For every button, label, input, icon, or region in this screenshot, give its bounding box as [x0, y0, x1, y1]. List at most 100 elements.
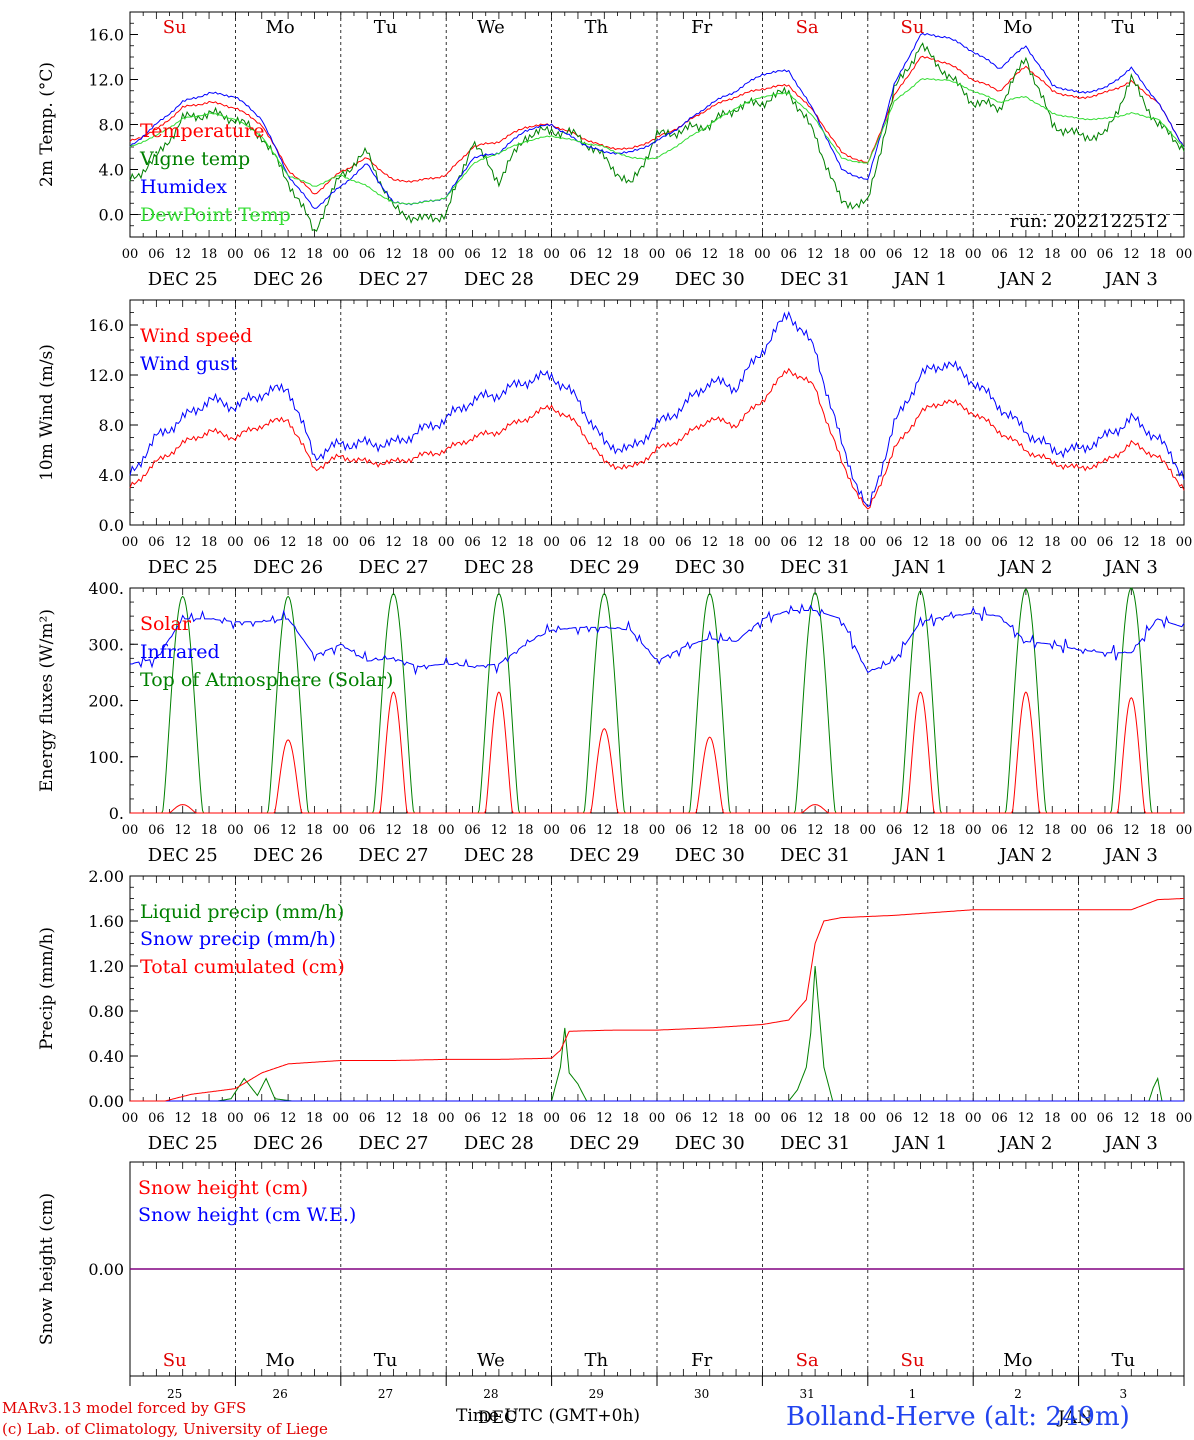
- date-label: DEC 25: [148, 269, 218, 290]
- hour-label: 00: [649, 823, 666, 838]
- hour-label: 00: [543, 823, 560, 838]
- panel-4: 0.00 0.40 0.80 1.20 1.60 2.00 Precip (mm/h) 00 0…: [37, 867, 1192, 1154]
- hour-label: 12: [701, 247, 718, 262]
- y-tick-label: 4.0: [99, 466, 124, 485]
- date-label: DEC 31: [780, 845, 850, 866]
- date-label: DEC 27: [359, 1133, 429, 1154]
- hour-label: 18: [412, 535, 429, 550]
- hour-label: 12: [491, 1111, 508, 1126]
- day-name: Th: [584, 17, 608, 38]
- date-label: JAN 2: [997, 845, 1052, 866]
- date-label: DEC 29: [569, 269, 639, 290]
- hour-label: 06: [1097, 1111, 1114, 1126]
- hour-label: 00: [227, 535, 244, 550]
- legend-entry: Total cumulated (cm): [140, 956, 345, 978]
- date-label: DEC 28: [464, 845, 534, 866]
- station-name: Bolland-Herve (alt: 249m): [786, 1402, 1130, 1432]
- date-label: DEC 25: [148, 1133, 218, 1154]
- hour-label: 06: [464, 823, 481, 838]
- series-line: [129, 603, 1185, 676]
- hour-label: 06: [570, 1111, 587, 1126]
- series-line: [129, 310, 1185, 508]
- hour-label: 12: [491, 823, 508, 838]
- hour-label: 06: [886, 247, 903, 262]
- plot-frame: [129, 587, 1185, 814]
- hour-label: 06: [886, 535, 903, 550]
- y-tick-label: 8.0: [99, 116, 124, 135]
- y-tick-label: 0.: [109, 804, 124, 823]
- legend-entry: Snow height (cm): [138, 1177, 308, 1199]
- hour-label: 00: [543, 247, 560, 262]
- hour-label: 06: [570, 247, 587, 262]
- day-name: Sa: [796, 1350, 819, 1371]
- y-tick-label: 12.0: [88, 71, 124, 90]
- hour-label: 18: [622, 535, 639, 550]
- hour-label: 06: [780, 247, 797, 262]
- hour-label: 12: [1123, 823, 1140, 838]
- hour-label: 06: [780, 823, 797, 838]
- series-line: [130, 587, 1184, 814]
- hour-label: 06: [991, 1111, 1008, 1126]
- date-label: DEC 28: [464, 1133, 534, 1154]
- day-name: Su: [163, 1350, 187, 1371]
- hour-label: 06: [675, 1111, 692, 1126]
- hour-label: 00: [1176, 1111, 1193, 1126]
- hour-label: 18: [201, 247, 218, 262]
- y-tick-label: 16.0: [88, 26, 124, 45]
- hour-label: 06: [886, 823, 903, 838]
- hour-label: 18: [939, 535, 956, 550]
- hour-label: 18: [833, 247, 850, 262]
- hour-label: 18: [517, 823, 534, 838]
- hour-label: 06: [886, 1111, 903, 1126]
- hour-label: 06: [359, 823, 376, 838]
- day-number: 2: [1014, 1387, 1022, 1401]
- legend-entry: Infrared: [140, 641, 220, 663]
- hour-label: 18: [412, 823, 429, 838]
- hour-label: 00: [543, 1111, 560, 1126]
- hour-label: 12: [596, 247, 613, 262]
- hour-label: 06: [780, 535, 797, 550]
- model-credit-line1: MARv3.13 model forced by GFS: [2, 1399, 247, 1417]
- hour-label: 00: [438, 247, 455, 262]
- hour-label: 18: [201, 823, 218, 838]
- date-label: JAN 2: [997, 557, 1052, 578]
- hour-label: 00: [1176, 247, 1193, 262]
- hour-label: 12: [596, 535, 613, 550]
- hour-label: 12: [491, 535, 508, 550]
- date-label: DEC 27: [359, 845, 429, 866]
- y-tick-label: 200.: [88, 692, 124, 711]
- hour-label: 18: [1149, 1111, 1166, 1126]
- day-number: 25: [167, 1387, 182, 1401]
- day-name: We: [477, 17, 505, 38]
- hour-label: 00: [860, 247, 877, 262]
- hour-label: 06: [570, 823, 587, 838]
- hour-label: 18: [201, 1111, 218, 1126]
- y-tick-label: 0.0: [99, 516, 124, 535]
- series-line: [129, 367, 1185, 510]
- legend-entry: Wind gust: [140, 353, 238, 375]
- hour-label: 00: [227, 823, 244, 838]
- date-label: DEC 30: [675, 1133, 745, 1154]
- hour-label: 18: [412, 247, 429, 262]
- day-name: Su: [901, 17, 925, 38]
- y-tick-label: 1.60: [88, 912, 124, 931]
- y-tick-label: 0.00: [88, 1260, 124, 1279]
- legend-entry: Snow precip (mm/h): [140, 928, 336, 950]
- y-tick-label: 8.0: [99, 416, 124, 435]
- hour-label: 18: [833, 1111, 850, 1126]
- hour-label: 12: [280, 1111, 297, 1126]
- day-number: 30: [694, 1387, 709, 1401]
- hour-label: 12: [701, 1111, 718, 1126]
- date-label: DEC 26: [253, 845, 323, 866]
- hour-label: 00: [649, 1111, 666, 1126]
- day-number: 31: [799, 1387, 814, 1401]
- series-line: [130, 691, 1184, 814]
- date-label: DEC 31: [780, 557, 850, 578]
- hour-label: 00: [122, 247, 139, 262]
- hour-label: 12: [174, 823, 191, 838]
- day-name: Sa: [796, 17, 819, 38]
- legend-entry: Wind speed: [140, 325, 252, 347]
- day-number: 26: [272, 1387, 287, 1401]
- hour-label: 00: [965, 247, 982, 262]
- hour-label: 18: [622, 1111, 639, 1126]
